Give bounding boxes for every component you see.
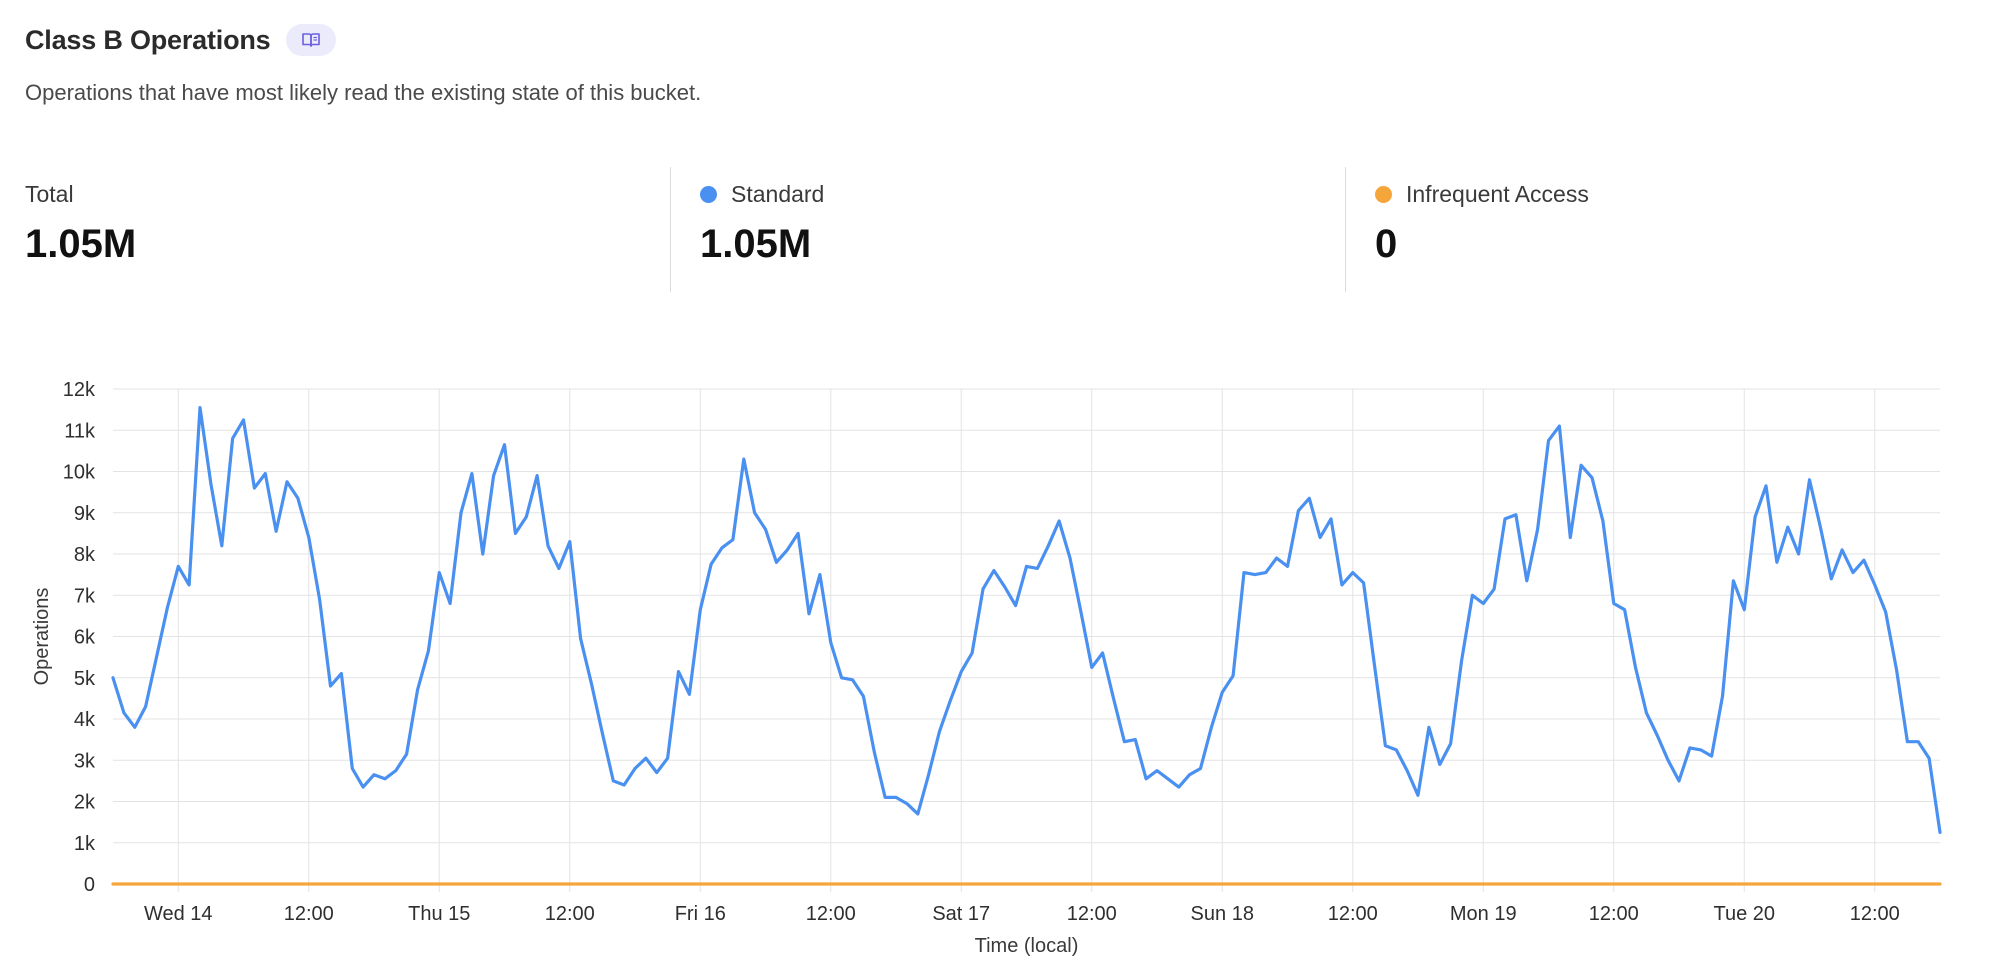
book-icon [302, 33, 321, 47]
x-tick-label: 12:00 [1589, 903, 1639, 925]
stat-divider [1345, 167, 1346, 292]
y-tick-label: 11k [64, 420, 96, 442]
x-tick-label: Sun 18 [1191, 903, 1254, 925]
header: Class B Operations [25, 24, 337, 56]
x-tick-label: Tue 20 [1713, 903, 1775, 925]
infrequent-access-legend-dot [1375, 186, 1392, 203]
y-tick-label: 6k [74, 627, 96, 649]
y-tick-label: 3k [74, 750, 96, 772]
page-subtitle: Operations that have most likely read th… [25, 80, 702, 105]
x-tick-label: 12:00 [545, 903, 595, 925]
y-tick-label: 0 [84, 874, 95, 896]
y-tick-label: 5k [74, 668, 96, 690]
stat-value: 1.05M [700, 222, 812, 266]
y-tick-label: 4k [74, 709, 96, 731]
operations-chart: 0 1k 2k 3k 4k 5k 6k 7k 8k 9k 10k 11k 12k Wed 14 12:00 T… [31, 379, 1942, 957]
x-axis-title: Time (local) [975, 935, 1079, 957]
stat-value: 0 [1375, 222, 1398, 266]
page-title: Class B Operations [25, 24, 271, 55]
standard-legend-dot [700, 186, 717, 203]
x-tick-label: Sat 17 [932, 903, 990, 925]
standard-series-line [111, 405, 1942, 834]
x-tick-label: 12:00 [1850, 903, 1900, 925]
y-tick-label: 9k [74, 503, 96, 525]
x-tick-label: Thu 15 [408, 903, 470, 925]
stat-label: Infrequent Access [1375, 181, 1589, 208]
y-tick-label: 1k [74, 833, 96, 855]
y-tick-label: 10k [63, 462, 96, 484]
x-tick-label: Wed 14 [144, 903, 213, 925]
y-tick-label: 2k [74, 792, 96, 814]
stat-value: 1.05M [25, 222, 137, 266]
x-tick-label: 12:00 [806, 903, 856, 925]
stat-divider [670, 167, 671, 292]
x-tick-label: Fri 16 [675, 903, 726, 925]
x-tick-label: 12:00 [1328, 903, 1378, 925]
y-tick-label: 12k [63, 379, 96, 401]
stat-label: Standard [700, 181, 824, 208]
docs-button[interactable] [286, 24, 337, 56]
stat-label: Total [25, 181, 74, 207]
stats-row: Total 1.05M Standard 1.05M Infrequent Ac… [0, 167, 1999, 292]
x-tick-label: 12:00 [284, 903, 334, 925]
x-tick-label: 12:00 [1067, 903, 1117, 925]
y-tick-label: 8k [74, 544, 96, 566]
y-axis-title: Operations [31, 588, 53, 686]
y-tick-label: 7k [74, 585, 96, 607]
x-tick-label: Mon 19 [1450, 903, 1517, 925]
